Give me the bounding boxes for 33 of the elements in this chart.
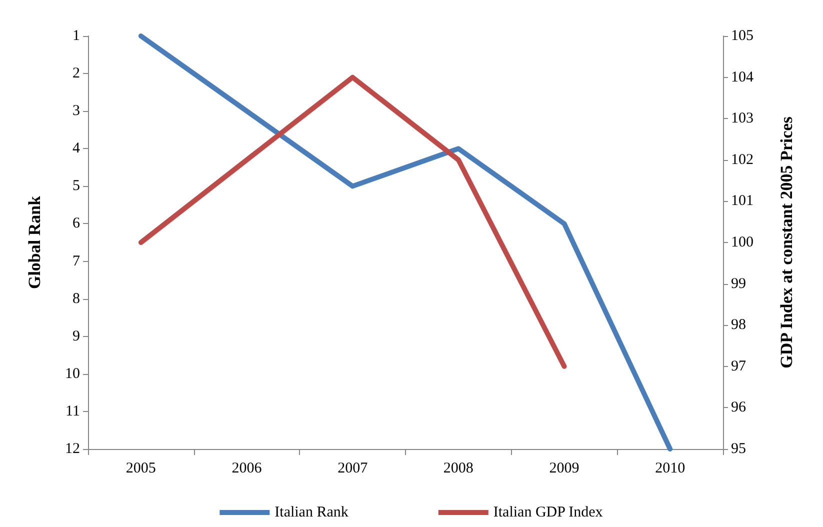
x-tick-label: 2009 [549,460,580,476]
y-tick-label: 6 [72,216,80,232]
x-tick-label: 2005 [126,460,156,476]
y-tick-label: 4 [72,140,80,157]
y2-tick-label: 95 [731,441,746,457]
y2-tick-label: 103 [731,110,754,127]
y-tick-label: 5 [72,178,80,194]
y-tick-label: 9 [72,328,80,344]
y-tick-label: 2 [72,66,80,82]
x-tick-label: 2006 [232,460,262,476]
legend-label: Italian GDP Index [493,504,604,520]
y2-tick-label: 96 [731,400,746,416]
y2-tick-label: 102 [731,152,754,168]
y-tick-label: 12 [65,441,80,457]
y2-tick-label: 105 [731,28,754,44]
y-tick-label: 11 [66,403,80,420]
y-tick-label: 10 [65,366,80,382]
y2-tick-label: 104 [731,69,754,86]
y2-tick-label: 97 [731,358,746,374]
y2-tick-label: 101 [731,193,754,210]
y2-tick-label: 98 [731,317,746,334]
y-tick-label: 1 [72,28,80,44]
y-tick-label: 7 [72,253,80,270]
legend-label: Italian Rank [274,504,349,520]
y-axis-title: Global Rank [25,195,44,290]
x-tick-label: 2008 [443,460,474,476]
y2-tick-label: 99 [731,276,746,292]
y2-tick-label: 100 [731,234,754,250]
y2-axis-title: GDP Index at constant 2005 Prices [777,116,796,368]
x-tick-label: 2010 [655,460,686,476]
y-tick-label: 8 [72,290,80,307]
x-tick-label: 2007 [338,460,368,476]
y-tick-label: 3 [72,103,80,120]
